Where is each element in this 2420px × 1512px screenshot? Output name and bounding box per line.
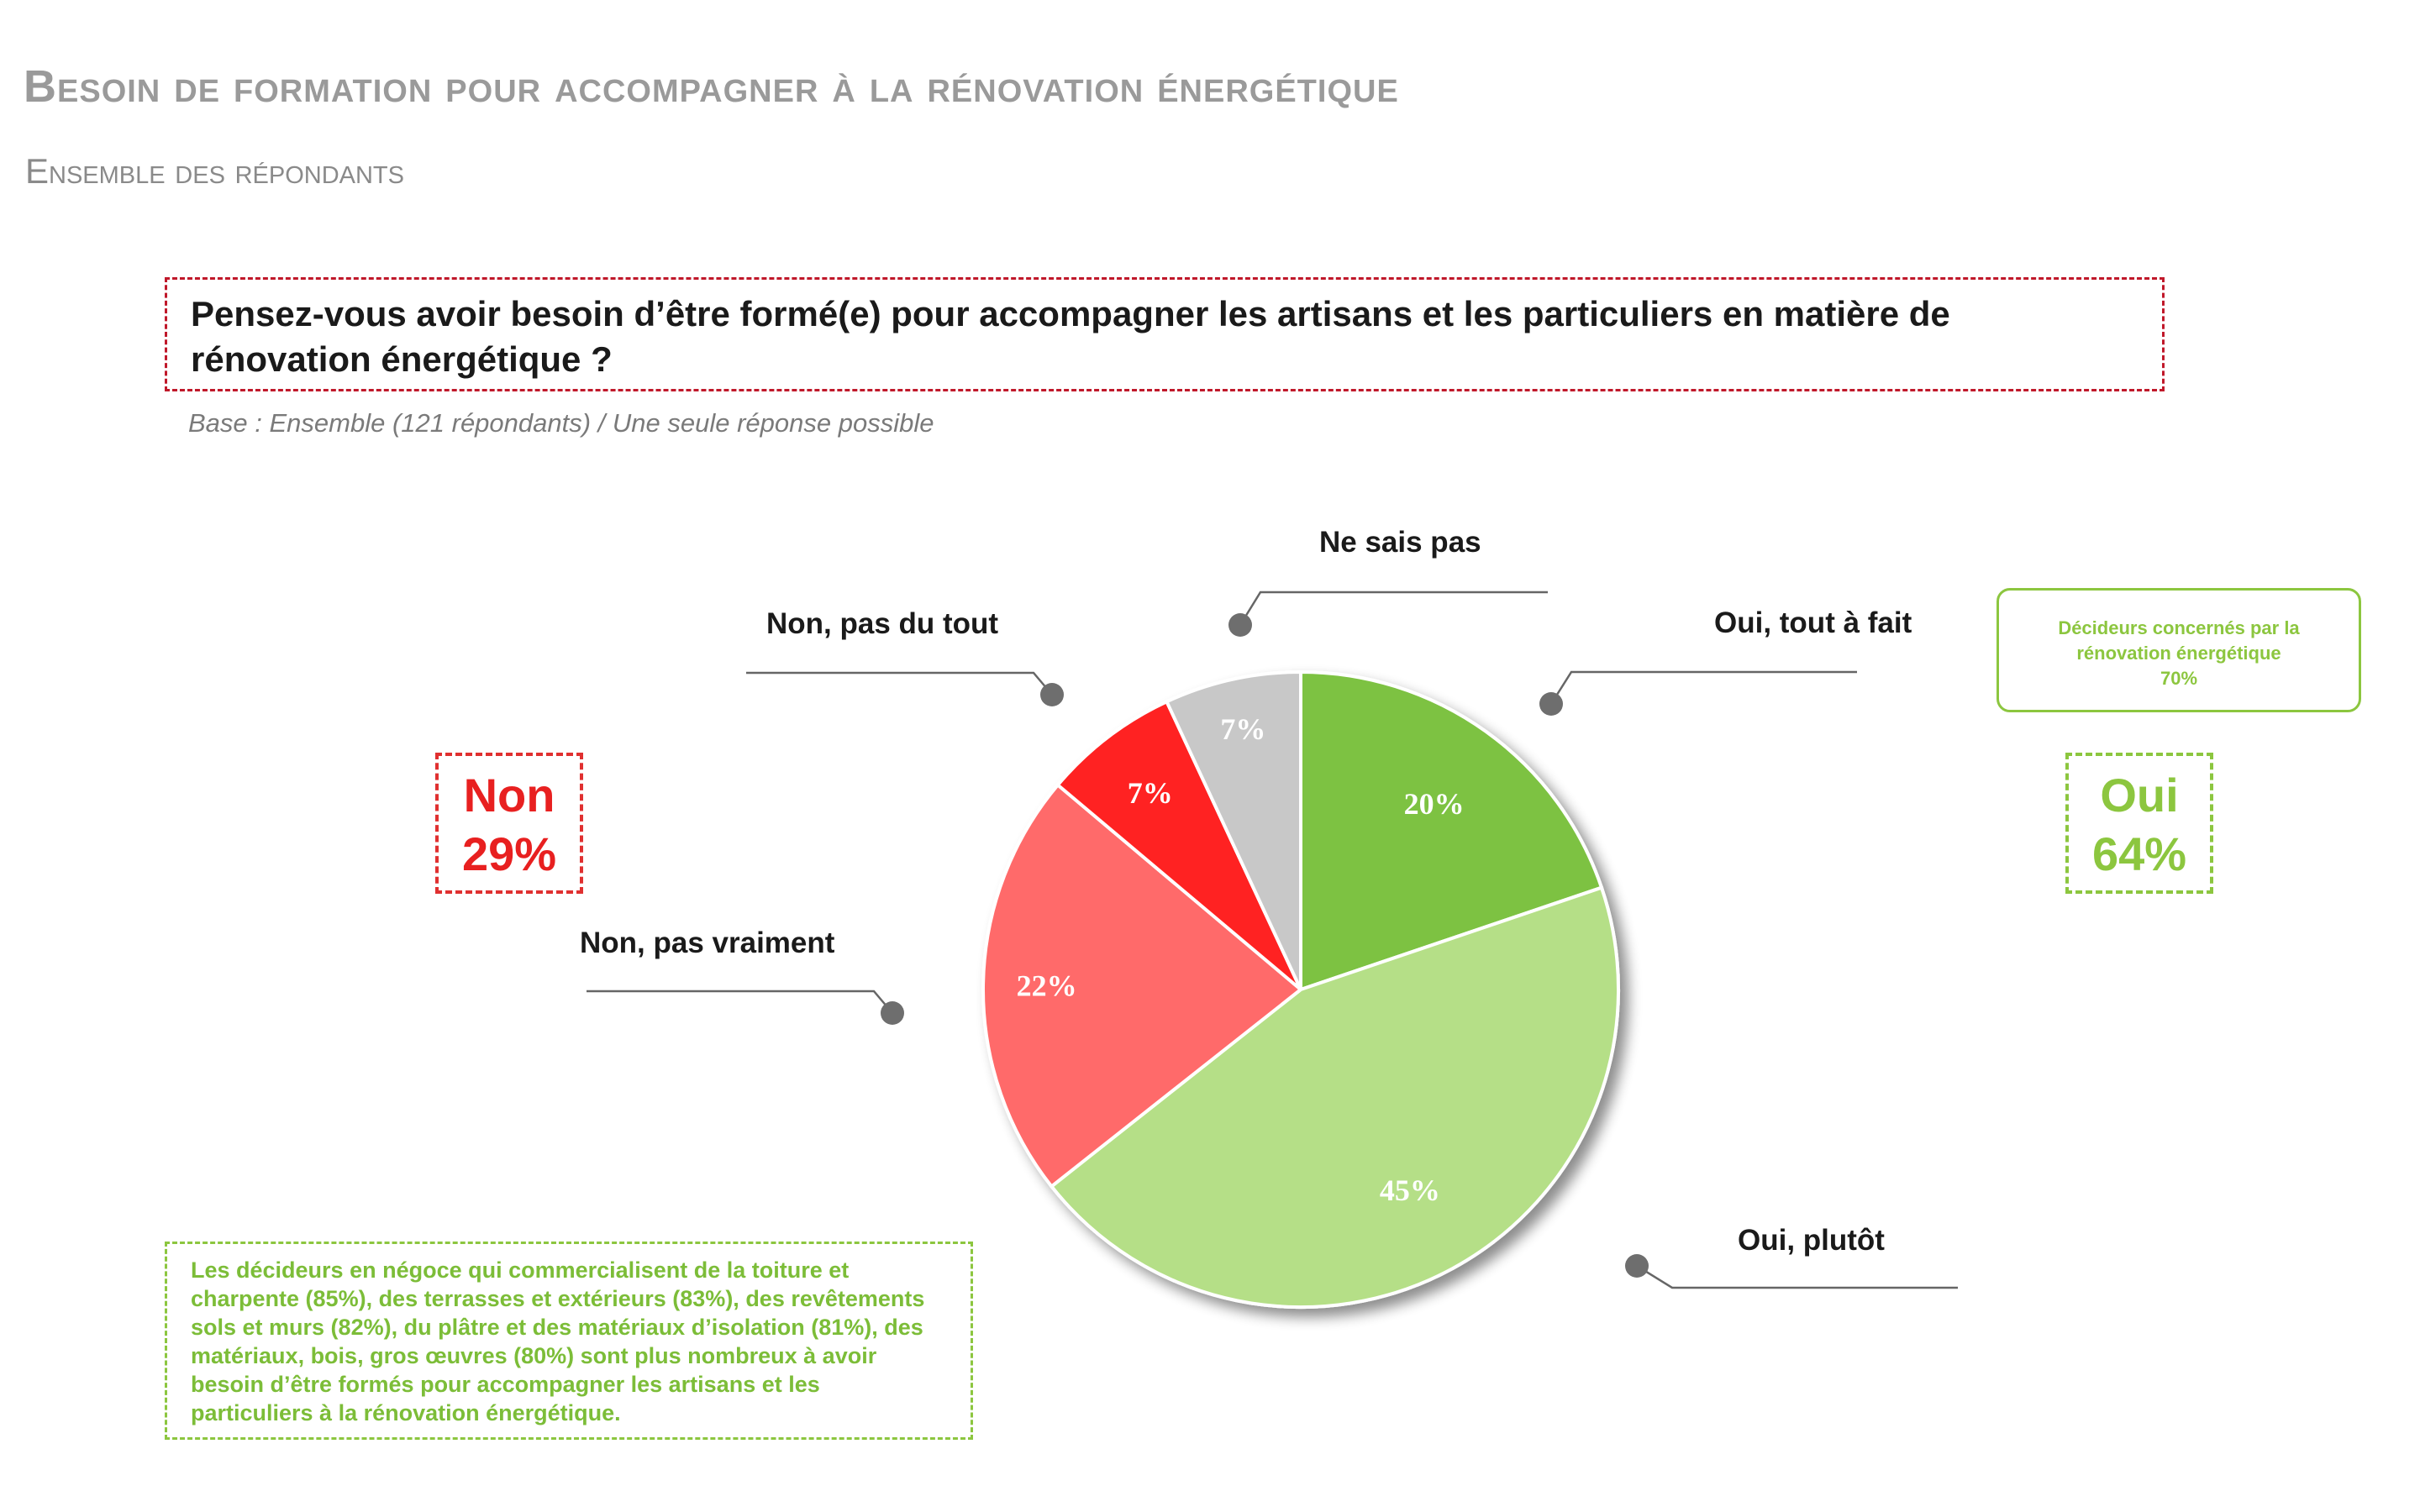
pie-slice-non-pas-du-tout — [1055, 699, 1302, 991]
question-box: Pensez-vous avoir besoin d’être formé(e)… — [165, 277, 2165, 391]
value-label-non-pas-du-tout: 7% — [1128, 776, 1173, 810]
leader-dot-oui-tout-a-fait — [1539, 692, 1563, 716]
pie-leader-lines — [587, 591, 1958, 1289]
summary-oui-label: Oui — [2100, 769, 2179, 822]
note-box: Les décideurs en négoce qui commercialis… — [165, 1242, 973, 1440]
pie-slice-ne-sais-pas — [1164, 669, 1302, 990]
pie-category-labels: Oui, tout à fait Oui, plutôt Non, pas vrai… — [580, 526, 1912, 1257]
value-label-oui-plutot: 45% — [1380, 1173, 1440, 1207]
summary-non-box: Non 29% — [435, 753, 583, 894]
page-title: Besoin de formation pour accompagner à l… — [24, 61, 1399, 112]
note-text: Les décideurs en négoce qui commercialis… — [191, 1257, 925, 1425]
leader-dot-non-pas-du-tout — [1040, 683, 1064, 706]
summary-oui-value: 64% — [2091, 827, 2187, 880]
value-label-ne-sais-pas: 7% — [1220, 712, 1265, 746]
pie-slice-oui-tout-a-fait — [1299, 669, 1604, 992]
leader-line-oui-plutot — [1636, 1264, 1958, 1289]
leader-line-ne-sais-pas — [1239, 591, 1548, 626]
leader-line-non-pas-vraiment — [587, 990, 893, 1014]
category-label-non-pas-vraiment: Non, pas vraiment — [580, 927, 835, 959]
leader-line-oui-tout-a-fait — [1549, 670, 1857, 705]
pie-slice-non-pas-vraiment — [981, 782, 1304, 1189]
pie-slices — [981, 669, 1620, 1310]
base-note: Base : Ensemble (121 répondants) / Une s… — [188, 408, 934, 438]
summary-non-label: Non — [463, 769, 555, 822]
callout-value: 70% — [2160, 668, 2198, 689]
survey-question: Pensez-vous avoir besoin d’être formé(e)… — [191, 294, 1950, 379]
leader-dot-ne-sais-pas — [1228, 613, 1252, 637]
category-label-oui-tout-a-fait: Oui, tout à fait — [1714, 606, 1912, 639]
leader-dot-oui-plutot — [1625, 1254, 1649, 1278]
value-label-oui-tout-a-fait: 20% — [1404, 787, 1465, 821]
callout-bubble: Décideurs concernés par la rénovation én… — [1996, 588, 2361, 712]
value-label-non-pas-vraiment: 22% — [1017, 969, 1077, 1002]
page-subtitle: Ensemble des répondants — [25, 151, 404, 191]
summary-oui-box: Oui 64% — [2065, 753, 2213, 894]
category-label-ne-sais-pas: Ne sais pas — [1319, 526, 1481, 559]
pie-slice-oui-plutot — [1049, 885, 1620, 1310]
pie-value-labels: 20% 45% 22% 7% 7% — [1017, 712, 1465, 1207]
callout-text: Décideurs concernés par la rénovation én… — [2058, 617, 2300, 664]
category-label-oui-plutot: Oui, plutôt — [1738, 1224, 1885, 1257]
category-label-non-pas-du-tout: Non, pas du tout — [766, 607, 998, 640]
summary-non-value: 29% — [461, 827, 557, 880]
leader-dot-non-pas-vraiment — [881, 1001, 904, 1025]
leader-line-non-pas-du-tout — [746, 671, 1053, 696]
